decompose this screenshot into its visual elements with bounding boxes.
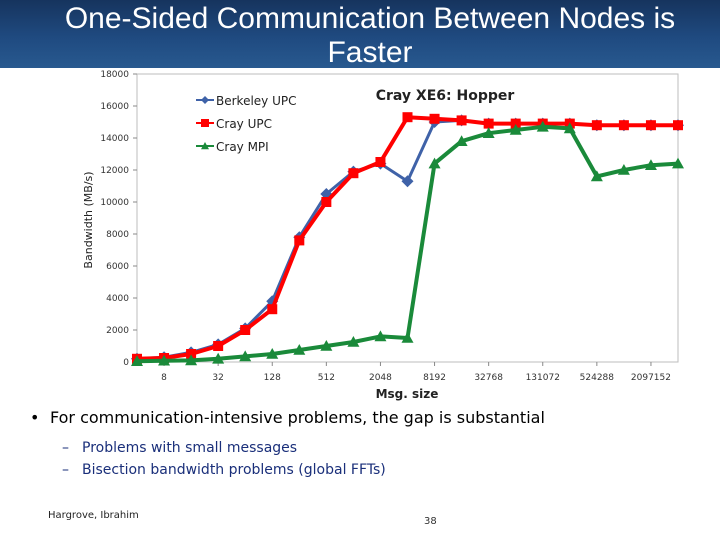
series-point-2 [510, 118, 521, 129]
x-tick-label: 2048 [369, 373, 392, 383]
y-tick-label: 14000 [100, 134, 129, 144]
bullet-marker: • [30, 408, 40, 427]
y-tick-label: 16000 [100, 102, 129, 112]
y-tick-label: 8000 [106, 230, 129, 240]
series-point-3 [672, 157, 684, 169]
y-axis-label: Bandwidth (MB/s) [82, 171, 95, 268]
x-tick-label: 131072 [526, 373, 560, 383]
series-point-2 [267, 304, 278, 315]
series-point-2 [673, 120, 683, 131]
sub-bullet-list: – Problems with small messages – Bisecti… [62, 437, 710, 481]
y-tick-label: 4000 [106, 294, 129, 304]
series-point-3 [158, 354, 171, 366]
series-point-3 [617, 164, 630, 175]
series-point-2 [294, 235, 305, 246]
footer-author: Hargrove, Ibrahim [48, 510, 139, 521]
legend-label: Cray MPI [216, 140, 269, 154]
series-point-2 [402, 112, 413, 123]
series-point-3 [212, 352, 225, 364]
series-point-3 [239, 350, 252, 362]
x-tick-label: 128 [264, 373, 281, 383]
series-point-2 [618, 120, 629, 131]
slide-title-line-1: One-Sided Communication Between Nodes is [64, 2, 676, 35]
series-point-2 [240, 325, 251, 335]
sub-bullet-marker: – [62, 440, 69, 456]
series-point-3 [401, 332, 414, 343]
legend-marker [201, 119, 209, 127]
series-point-3 [509, 124, 522, 135]
series-point-2 [645, 120, 656, 131]
series-point-3 [563, 122, 576, 134]
series-point-2 [483, 118, 494, 129]
series-point-2 [348, 168, 359, 179]
x-tick-label: 8 [161, 373, 167, 383]
slide-title-line-2: Faster [327, 36, 413, 69]
series-point-3 [185, 354, 198, 366]
x-tick-label: 2097152 [631, 373, 671, 383]
series-point-3 [536, 120, 549, 132]
x-axis-label: Msg. size [376, 387, 439, 401]
y-tick-label: 6000 [106, 262, 129, 272]
slide-title: One-Sided Communication Between Nodes is… [20, 2, 720, 70]
legend-marker [201, 142, 209, 150]
title-band [0, 0, 720, 68]
chart-title: Cray XE6: Hopper [376, 88, 515, 104]
sub-bullet-item: – Problems with small messages [62, 437, 710, 459]
sub-bullet-marker: – [62, 462, 69, 478]
series-point-3 [266, 348, 279, 359]
bullet-text: For communication-intensive problems, th… [50, 408, 545, 427]
legend-label: Cray UPC [216, 117, 272, 131]
x-tick-label: 524288 [580, 373, 615, 383]
y-tick-label: 12000 [100, 166, 129, 176]
series-point-3 [455, 135, 468, 146]
x-tick-label: 512 [318, 373, 335, 383]
series-point-1 [401, 175, 414, 188]
sub-bullet-item: – Bisection bandwidth problems (global F… [62, 459, 710, 481]
series-point-2 [375, 157, 386, 167]
sub-bullet-text: Bisection bandwidth problems (global FFT… [82, 462, 386, 478]
series-point-3 [482, 127, 495, 138]
y-tick-label: 0 [123, 358, 129, 368]
series-point-3 [374, 330, 387, 342]
series-point-3 [590, 170, 603, 182]
series-point-2 [456, 115, 467, 126]
legend-label: Berkeley UPC [216, 94, 296, 108]
bullet-item: • For communication-intensive problems, … [30, 408, 710, 427]
series-point-2 [321, 197, 332, 207]
x-tick-label: 32 [212, 373, 223, 383]
series-point-3 [131, 355, 143, 366]
x-tick-label: 8192 [423, 373, 446, 383]
y-tick-label: 10000 [100, 198, 129, 208]
series-point-3 [644, 159, 657, 170]
series-point-2 [213, 341, 224, 351]
x-tick-label: 32768 [474, 373, 503, 383]
series-point-3 [320, 340, 333, 351]
series-point-3 [428, 157, 441, 169]
y-tick-label: 18000 [100, 70, 129, 80]
y-tick-label: 2000 [106, 326, 129, 336]
series-point-3 [293, 344, 306, 355]
legend-marker [201, 96, 209, 104]
series-point-2 [591, 120, 602, 131]
bullet-list: • For communication-intensive problems, … [30, 408, 710, 481]
page-number: 38 [424, 516, 437, 527]
series-point-2 [429, 113, 440, 124]
bandwidth-chart: 0 2000 4000 6000 8000 10000 12000 14000 16000 180… [82, 70, 684, 401]
series-point-2 [186, 349, 197, 359]
series-point-3 [347, 336, 360, 347]
sub-bullet-text: Problems with small messages [82, 440, 298, 456]
